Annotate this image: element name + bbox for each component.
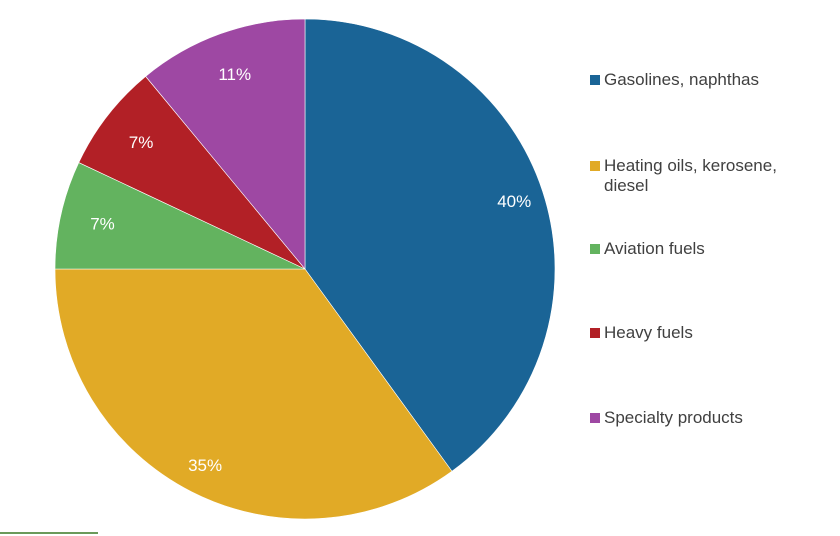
legend-swatch (590, 75, 600, 85)
legend-item-aviation: Aviation fuels (590, 239, 830, 259)
decorative-rule (0, 532, 98, 534)
data-label-4: 11% (218, 65, 251, 84)
legend-swatch (590, 328, 600, 338)
legend-label: Specialty products (604, 408, 743, 427)
pie-slice-1 (54, 268, 453, 520)
data-label-1: 35% (188, 456, 222, 475)
pie-slice-4 (145, 18, 306, 270)
data-label-3: 7% (129, 133, 154, 152)
legend-swatch (590, 244, 600, 254)
legend-item-heavy-fuels: Heavy fuels (590, 323, 830, 343)
pie-slice-0 (304, 18, 556, 472)
legend-label: Aviation fuels (604, 239, 705, 258)
legend-swatch (590, 161, 600, 171)
pie-slice-3 (78, 75, 306, 270)
data-label-0: 40% (497, 192, 531, 211)
legend-label: Heavy fuels (604, 323, 693, 342)
legend-swatch (590, 413, 600, 423)
legend-label: Heating oils, kerosene, diesel (604, 156, 777, 195)
legend-item-gasolines: Gasolines, naphthas (590, 70, 830, 90)
data-label-2: 7% (90, 215, 115, 234)
legend-label: Gasolines, naphthas (604, 70, 759, 89)
legend-item-specialty: Specialty products (590, 408, 830, 428)
legend-item-heating-oils: Heating oils, kerosene, diesel (590, 156, 830, 196)
pie-slice-2 (54, 162, 306, 270)
